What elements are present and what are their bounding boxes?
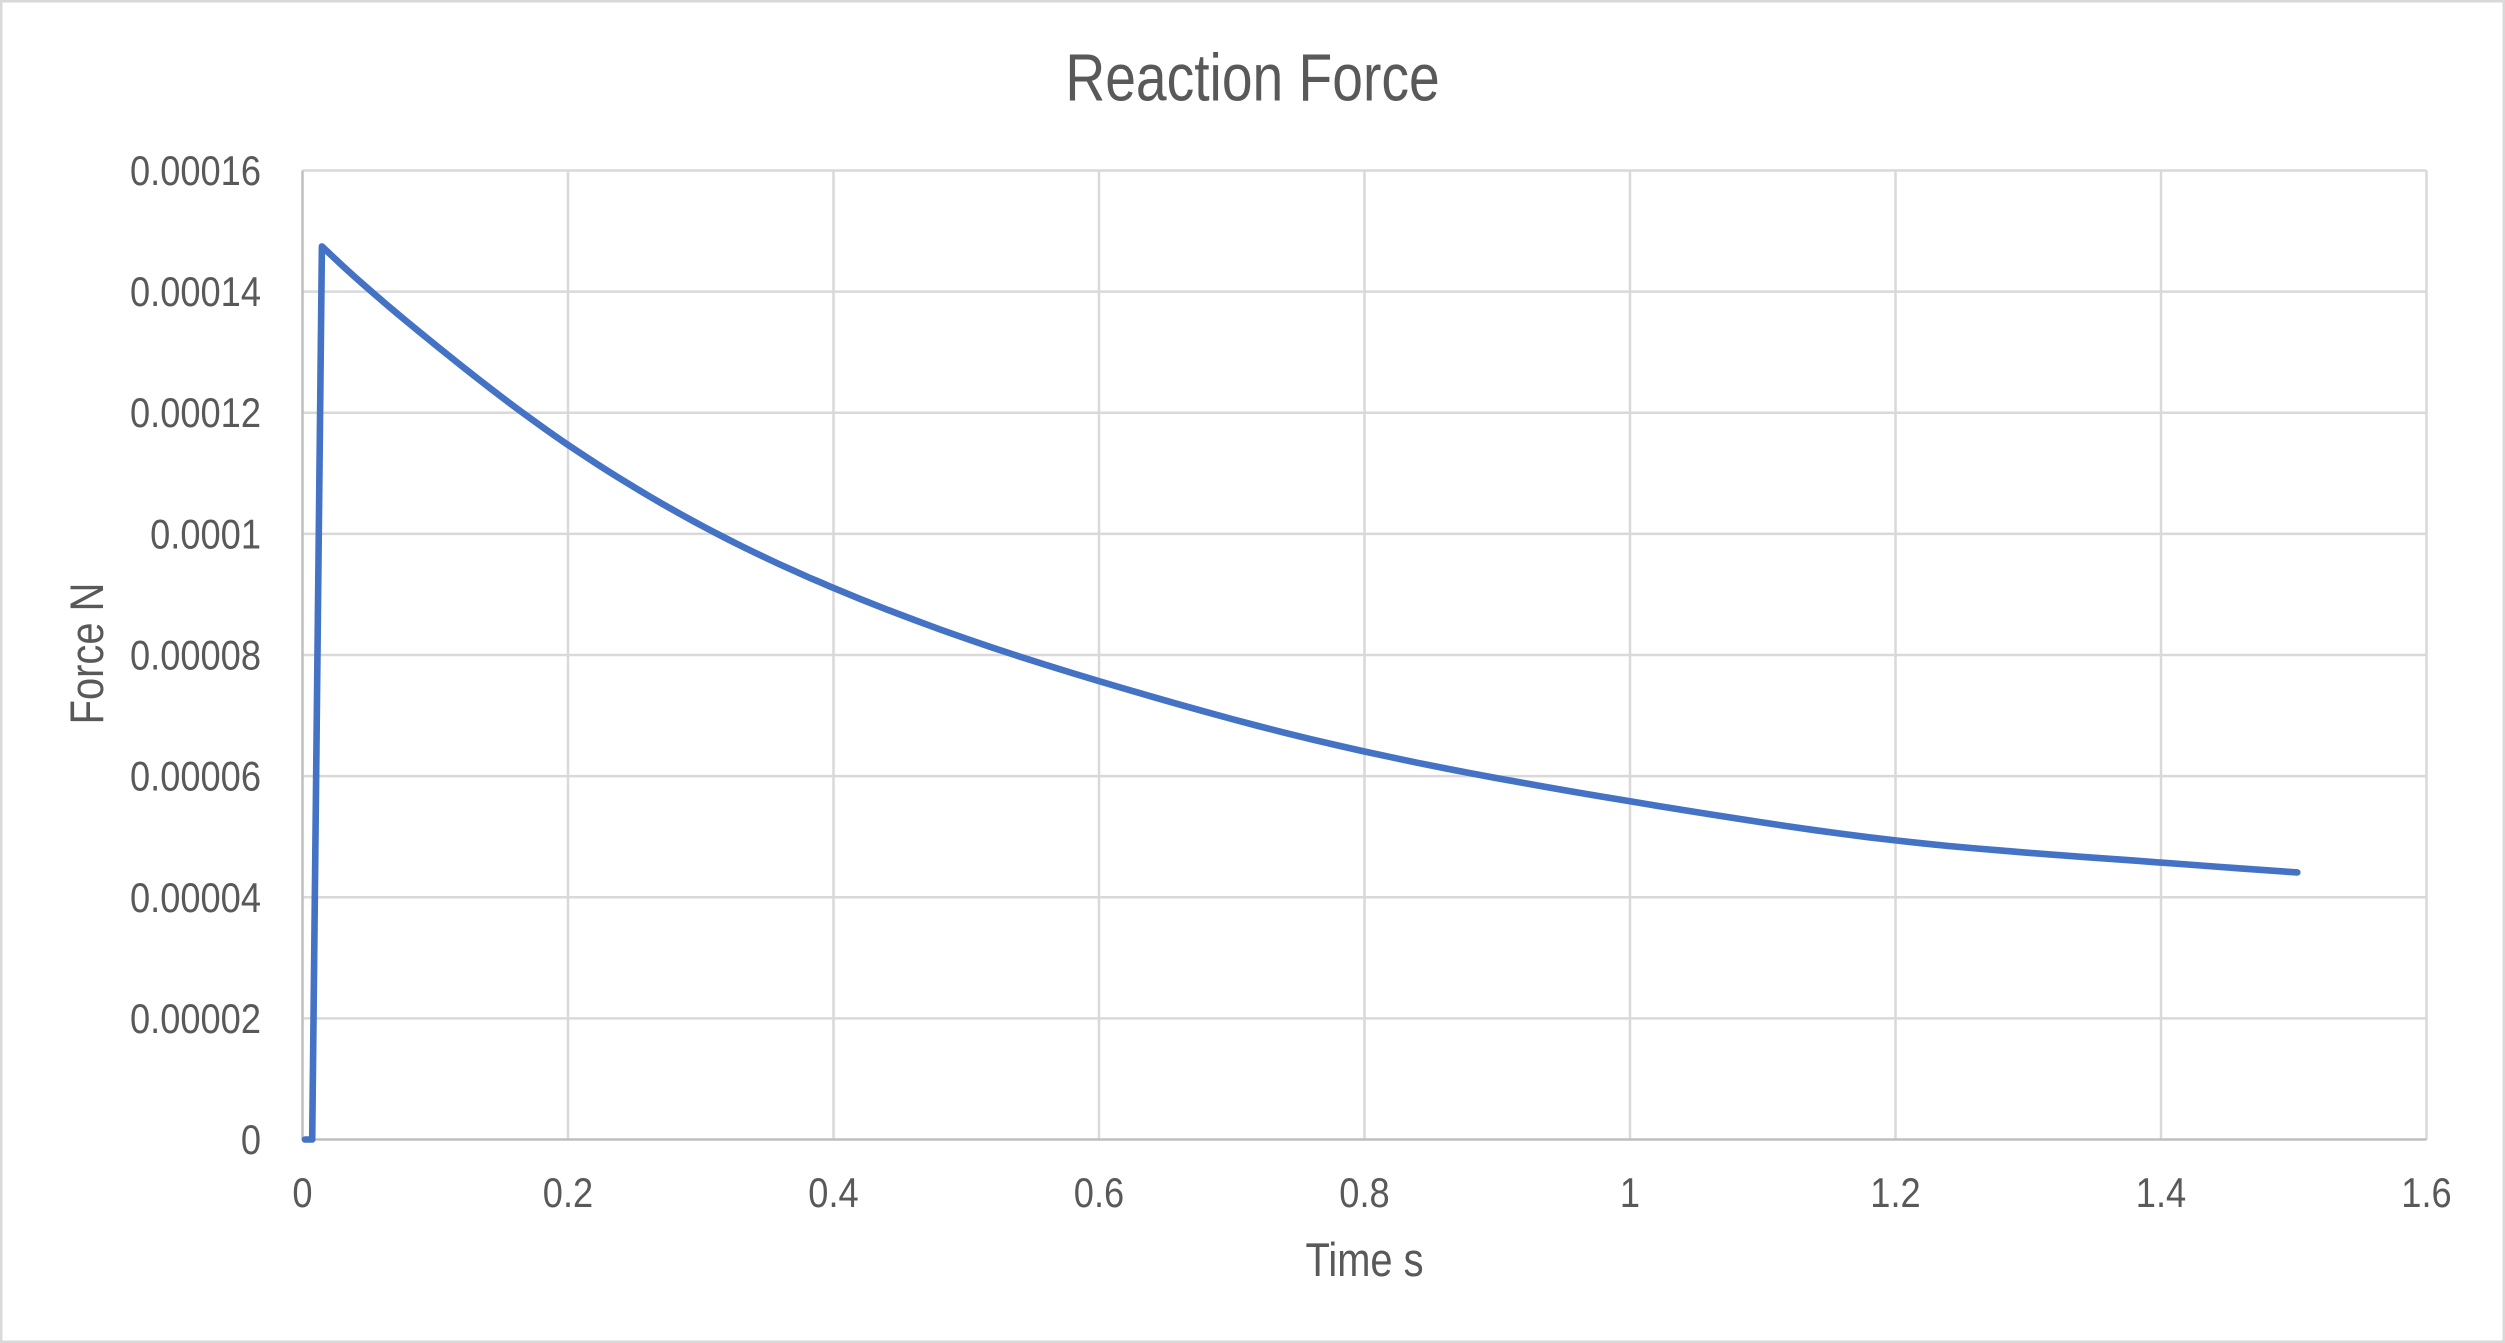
svg-text:0.00012: 0.00012	[130, 390, 261, 437]
svg-text:0.4: 0.4	[808, 1170, 858, 1217]
svg-text:0.00014: 0.00014	[130, 269, 261, 316]
svg-text:Time s: Time s	[1305, 1235, 1423, 1287]
svg-text:Force N: Force N	[62, 583, 114, 725]
svg-text:0.2: 0.2	[543, 1170, 593, 1217]
svg-text:0.8: 0.8	[1339, 1170, 1389, 1217]
svg-text:0.00004: 0.00004	[130, 874, 261, 921]
svg-text:0.00006: 0.00006	[130, 753, 261, 800]
svg-text:0.00002: 0.00002	[130, 995, 261, 1042]
svg-text:Reaction Force: Reaction Force	[1065, 41, 1439, 116]
svg-text:0: 0	[292, 1170, 312, 1217]
svg-text:1.4: 1.4	[2136, 1170, 2186, 1217]
svg-text:1: 1	[1620, 1170, 1640, 1217]
svg-text:0.0001: 0.0001	[150, 511, 261, 558]
svg-text:0.6: 0.6	[1074, 1170, 1124, 1217]
svg-text:0.00016: 0.00016	[130, 148, 261, 195]
svg-text:1.6: 1.6	[2401, 1170, 2451, 1217]
svg-text:0: 0	[241, 1117, 261, 1164]
svg-text:0.00008: 0.00008	[130, 632, 261, 679]
svg-text:1.2: 1.2	[1870, 1170, 1920, 1217]
